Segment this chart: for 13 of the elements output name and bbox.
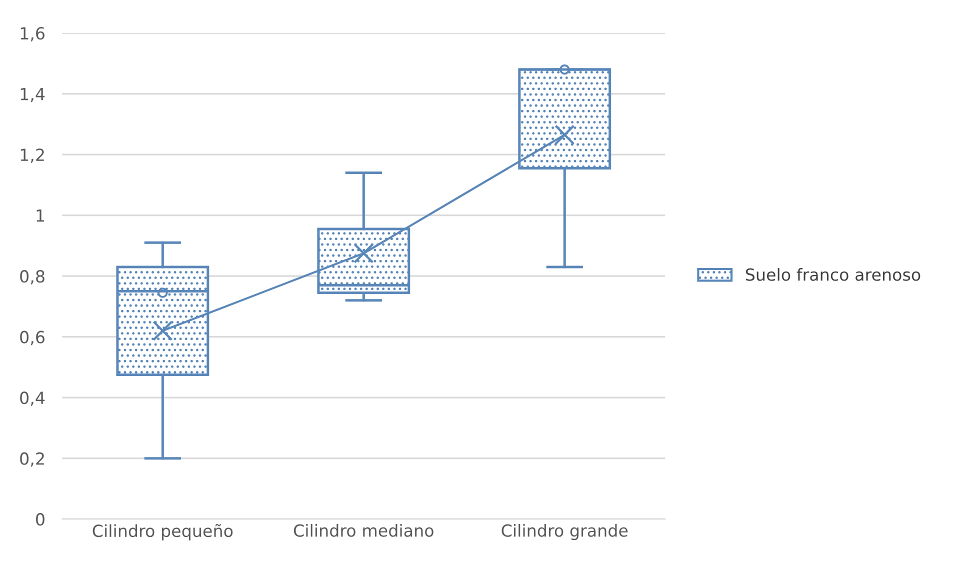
x-tick-label: Cilindro grande: [502, 524, 628, 540]
y-tick-label: 0,6: [20, 330, 44, 346]
y-tick-label: 0,8: [20, 270, 44, 284]
y-tick-label: 1,6: [20, 27, 44, 42]
y-tick-label: 1,4: [20, 88, 45, 102]
x-tick-label: Cilindro pequeño: [92, 524, 233, 540]
y-tick-label: 0,4: [20, 392, 45, 406]
y-tick-label: 1: [36, 210, 44, 222]
y-tick-label: 0: [36, 513, 44, 526]
y-tick-label: 1,2: [20, 148, 44, 163]
legend-label: Suelo franco arenoso: [746, 268, 920, 281]
x-tick-label: Cilindro mediano: [294, 524, 434, 537]
y-tick-label: 0,2: [20, 452, 44, 467]
